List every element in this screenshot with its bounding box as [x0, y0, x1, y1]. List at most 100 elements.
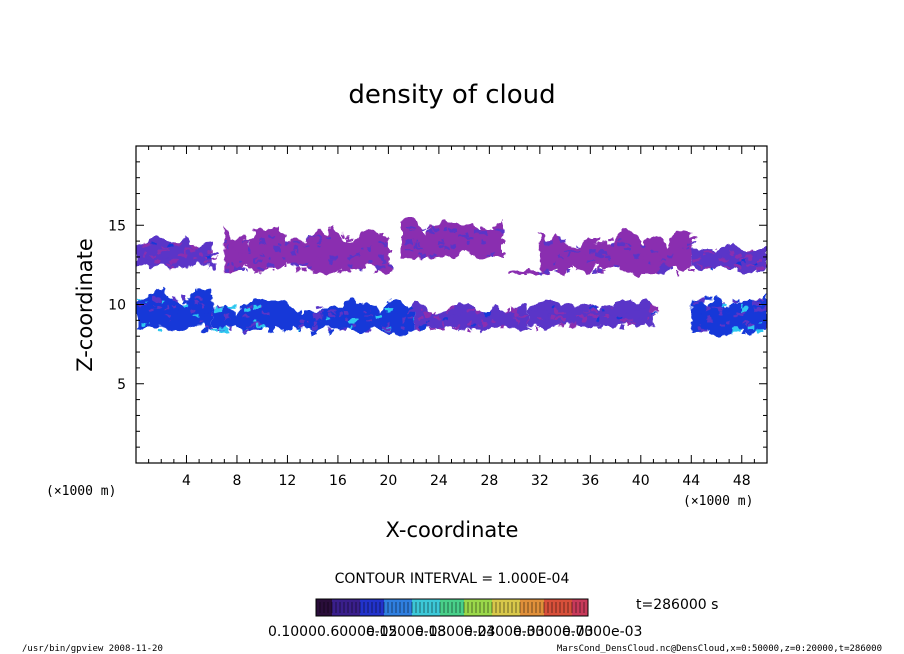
upper-cloud-speckle	[643, 250, 648, 254]
upper-cloud-speckle	[250, 237, 255, 240]
lower-cloud-speckle	[217, 312, 225, 317]
upper-cloud-speckle	[545, 269, 551, 274]
lower-cloud-speckle	[175, 311, 181, 314]
upper-cloud-speckle	[264, 268, 269, 271]
lower-cloud-speckle	[381, 310, 385, 313]
upper-cloud-speckle	[350, 256, 359, 260]
upper-cloud-speckle	[272, 270, 275, 273]
lower-cloud-speckle	[705, 315, 712, 320]
upper-cloud-speckle	[599, 241, 608, 246]
upper-cloud-speckle	[654, 247, 659, 253]
lower-cloud-speckle	[620, 324, 625, 329]
lower-cloud-speckle	[601, 309, 604, 313]
upper-cloud-speckle	[697, 263, 703, 266]
lower-cloud-speckle	[360, 328, 364, 333]
lower-cloud-speckle	[576, 314, 581, 317]
upper-cloud-speckle	[410, 228, 418, 231]
upper-cloud-speckle	[192, 244, 199, 250]
upper-cloud-speckle	[366, 257, 369, 260]
lower-cloud-speckle	[194, 302, 199, 307]
colorbar-cell	[492, 599, 496, 616]
lower-cloud-speckle	[478, 326, 483, 330]
colorbar-cell	[320, 599, 324, 616]
lower-cloud-speckle	[200, 327, 208, 332]
lower-cloud-speckle	[171, 298, 179, 302]
upper-cloud-speckle	[658, 252, 662, 256]
upper-cloud-speckle	[281, 243, 285, 246]
upper-cloud-speckle	[576, 266, 580, 270]
upper-cloud-speckle	[380, 232, 385, 237]
upper-cloud-speckle	[647, 262, 652, 265]
upper-cloud-speckle	[332, 260, 340, 265]
upper-cloud-segment	[401, 218, 506, 260]
upper-cloud-speckle	[246, 247, 251, 252]
upper-cloud-speckle	[225, 258, 233, 263]
lower-cloud-speckle	[261, 310, 270, 315]
upper-cloud-speckle	[427, 240, 431, 245]
lower-cloud-speckle	[157, 327, 163, 332]
lower-cloud-speckle	[254, 326, 260, 329]
upper-cloud-speckle	[479, 242, 486, 248]
upper-cloud-speckle	[292, 263, 299, 267]
colorbar-cell	[424, 599, 428, 616]
upper-cloud-speckle	[274, 261, 278, 265]
lower-cloud-speckle	[203, 314, 206, 318]
lower-cloud-speckle	[592, 313, 598, 318]
upper-cloud-speckle	[248, 252, 252, 255]
upper-cloud-speckle	[292, 247, 296, 252]
upper-cloud-speckle	[140, 259, 146, 265]
colorbar-cell	[432, 599, 436, 616]
upper-cloud-speckle	[295, 250, 298, 254]
lower-cloud-speckle	[731, 328, 739, 333]
lower-cloud-speckle	[246, 305, 253, 309]
lower-cloud-speckle	[311, 321, 319, 325]
lower-cloud-speckle	[442, 322, 446, 326]
upper-cloud-speckle	[404, 238, 412, 243]
lower-cloud-segment	[413, 301, 533, 332]
lower-cloud-speckle	[632, 321, 638, 324]
upper-cloud-speckle	[596, 257, 599, 260]
upper-cloud-speckle	[154, 251, 159, 254]
lower-cloud-speckle	[165, 296, 169, 300]
upper-cloud-speckle	[255, 259, 261, 262]
upper-cloud-speckle	[331, 256, 338, 260]
upper-cloud-speckle	[276, 233, 282, 238]
x-axis-title: X-coordinate	[386, 518, 519, 542]
upper-cloud-speckle	[648, 270, 656, 273]
lower-cloud-speckle	[315, 316, 321, 321]
upper-cloud-speckle	[691, 264, 695, 267]
lower-cloud-speckle	[707, 318, 714, 323]
upper-cloud-speckle	[253, 237, 261, 240]
upper-cloud-speckle	[493, 226, 497, 230]
lower-cloud-speckle	[755, 299, 764, 302]
upper-cloud-speckle	[658, 270, 665, 275]
upper-cloud-speckle	[203, 251, 210, 256]
y-axis-title: Z-coordinate	[73, 238, 97, 372]
lower-cloud-speckle	[590, 305, 596, 308]
upper-cloud-speckle	[232, 246, 241, 251]
upper-cloud-speckle	[442, 227, 449, 232]
lower-cloud-speckle	[354, 321, 361, 324]
lower-cloud-speckle	[343, 312, 348, 315]
lower-cloud-speckle	[741, 324, 746, 328]
lower-cloud-speckle	[383, 327, 392, 331]
upper-cloud-speckle	[385, 261, 390, 266]
lower-cloud-speckle	[600, 312, 605, 317]
colorbar-frame	[315, 598, 589, 617]
upper-cloud-speckle	[544, 241, 553, 246]
lower-cloud-speckle	[507, 320, 510, 323]
lower-cloud-speckle	[323, 311, 326, 314]
lower-cloud-speckle	[735, 311, 743, 314]
upper-cloud-speckle	[590, 242, 595, 245]
upper-cloud-speckle	[239, 251, 245, 256]
upper-cloud-fill	[224, 225, 389, 275]
upper-cloud-speckle	[363, 234, 372, 237]
lower-cloud-speckle	[277, 323, 281, 327]
lower-cloud-speckle	[477, 309, 483, 313]
colorbar-cell	[480, 599, 484, 616]
lower-cloud-speckle	[590, 309, 596, 311]
lower-cloud-speckle	[338, 313, 343, 317]
lower-cloud-speckle	[489, 320, 494, 325]
upper-cloud-speckle	[719, 258, 725, 261]
upper-cloud-speckle	[648, 258, 652, 262]
